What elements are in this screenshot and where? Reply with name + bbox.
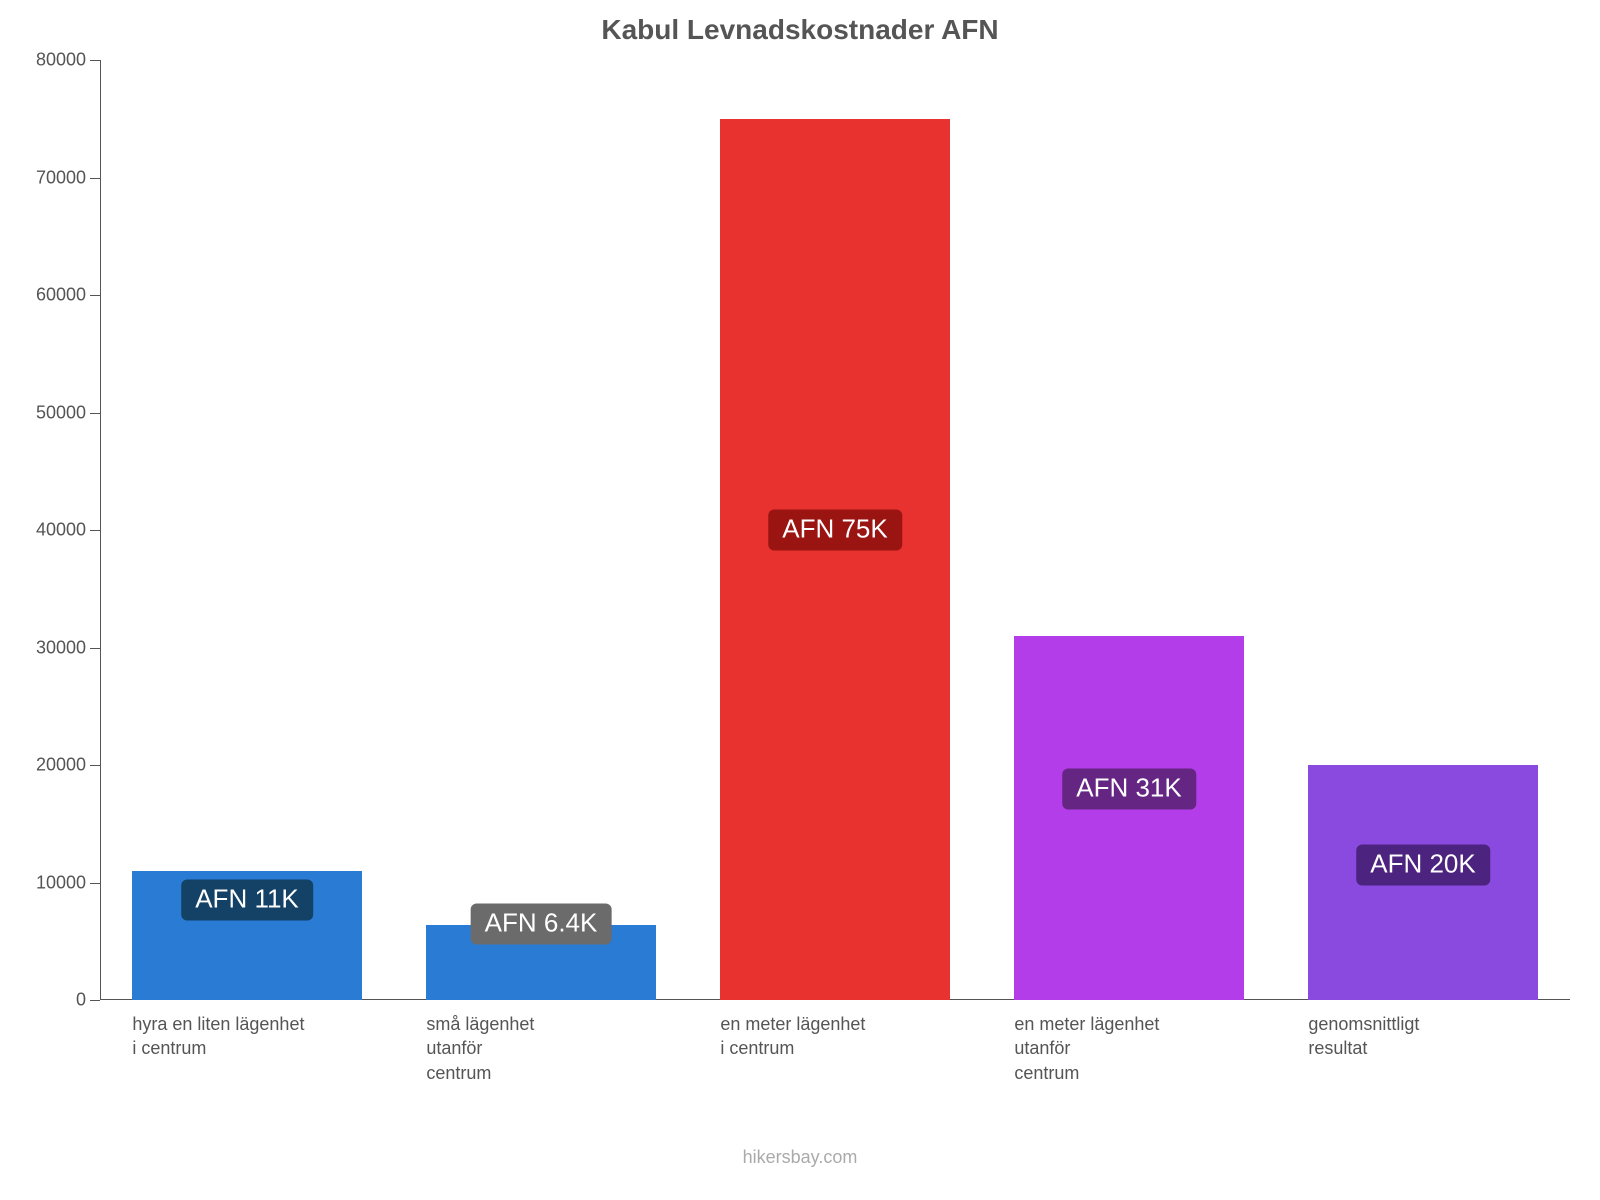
y-axis [100, 60, 101, 1000]
bar [720, 119, 949, 1000]
y-tick-label: 60000 [36, 285, 100, 306]
y-tick-label: 10000 [36, 872, 100, 893]
x-category-label: en meter lägenheti centrum [720, 1000, 989, 1061]
x-category-label: genomsnittligtresultat [1308, 1000, 1577, 1061]
x-category-label: små lägenhetutanförcentrum [426, 1000, 695, 1085]
source-label: hikersbay.com [0, 1147, 1600, 1168]
chart-container: Kabul Levnadskostnader AFN 0100002000030… [0, 0, 1600, 1200]
y-tick-label: 80000 [36, 50, 100, 71]
y-tick-label: 50000 [36, 402, 100, 423]
bar-value-label: AFN 20K [1356, 844, 1490, 885]
x-category-label: hyra en liten lägenheti centrum [132, 1000, 401, 1061]
plot-area: 0100002000030000400005000060000700008000… [100, 60, 1570, 1000]
chart-title: Kabul Levnadskostnader AFN [0, 14, 1600, 46]
y-tick-label: 20000 [36, 755, 100, 776]
bar-value-label: AFN 6.4K [471, 903, 612, 944]
y-tick-label: 30000 [36, 637, 100, 658]
y-tick-label: 40000 [36, 520, 100, 541]
x-category-label: en meter lägenhetutanförcentrum [1014, 1000, 1283, 1085]
bar [1014, 636, 1243, 1000]
bar-value-label: AFN 31K [1062, 768, 1196, 809]
bar-value-label: AFN 75K [768, 510, 902, 551]
y-tick-label: 70000 [36, 167, 100, 188]
y-tick-label: 0 [76, 990, 100, 1011]
bar-value-label: AFN 11K [181, 880, 313, 921]
